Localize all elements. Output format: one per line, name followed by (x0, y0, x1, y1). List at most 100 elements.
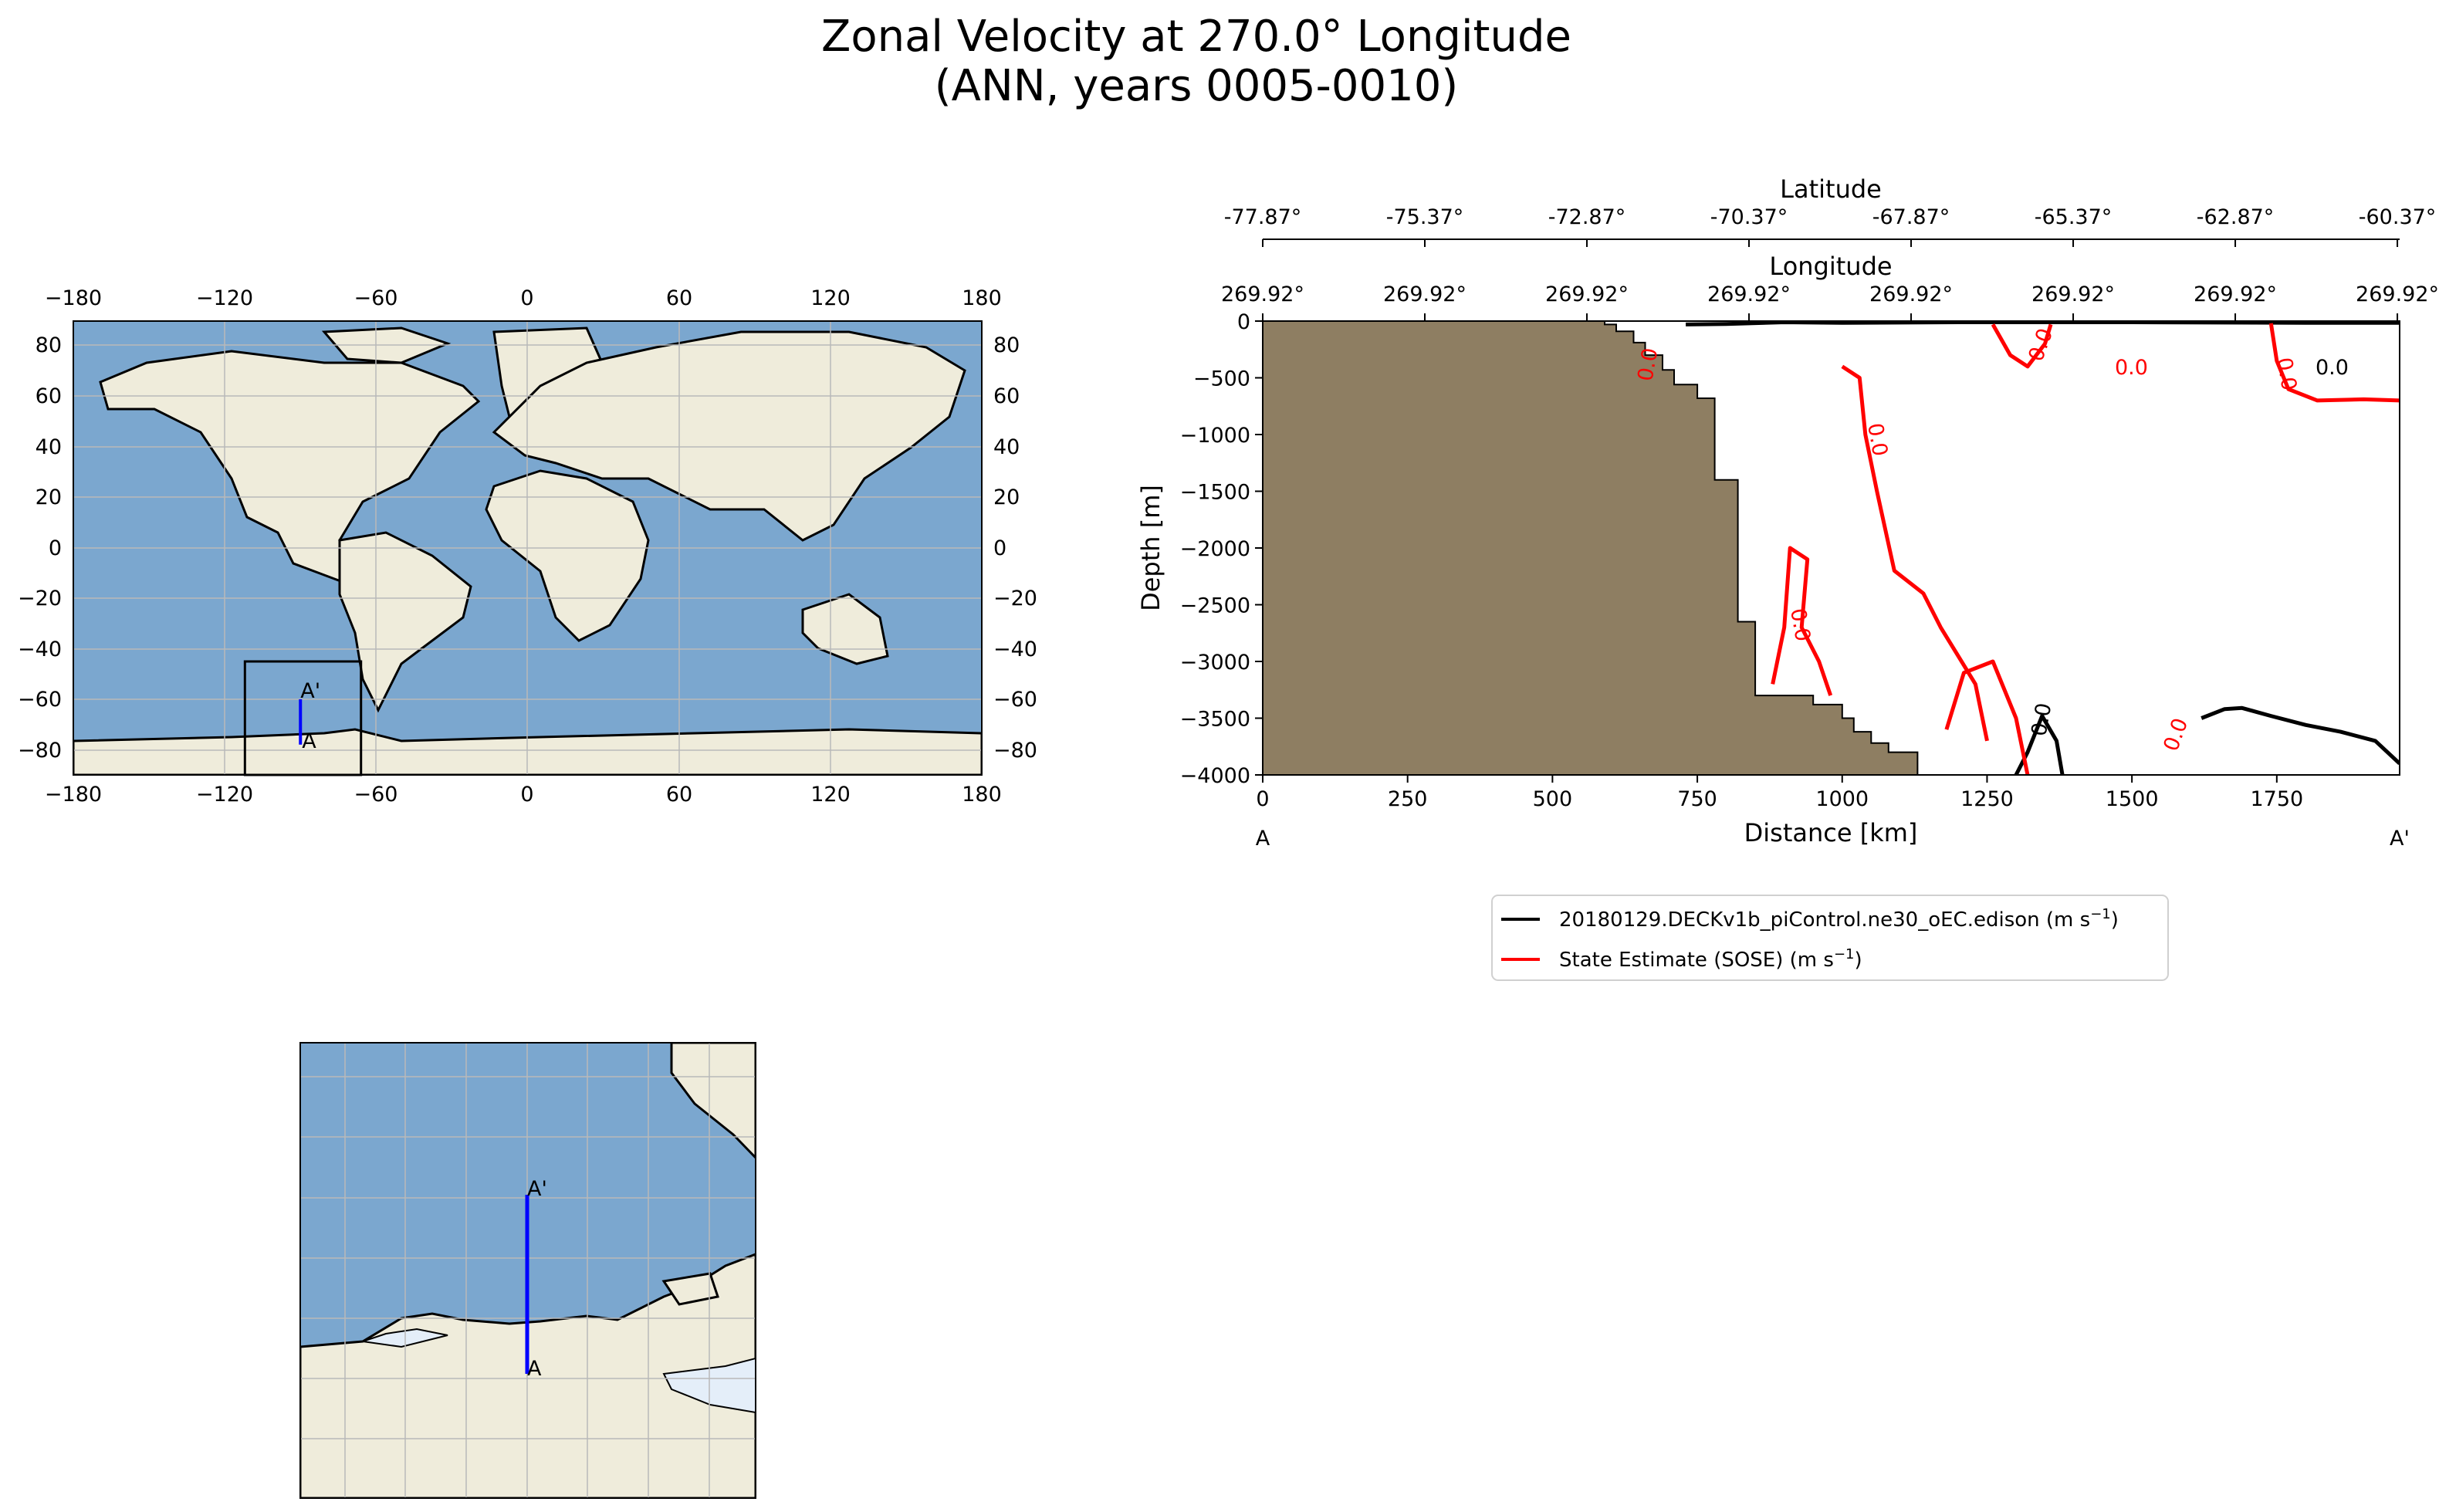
lon-tick: 0 (520, 783, 533, 807)
x-tick-label: 1750 (2250, 787, 2303, 811)
lat-tick: −60 (18, 688, 62, 712)
y-tick-label: −3000 (1180, 651, 1250, 675)
figure-title-line1: Zonal Velocity at 270.0° Longitude (821, 12, 1571, 62)
latitude-tick-label: -62.87° (2197, 205, 2275, 229)
y-tick-label: −2000 (1180, 537, 1250, 561)
lat-tick: 0 (993, 536, 1006, 560)
lat-tick: 20 (993, 485, 1020, 509)
latitude-tick-label: -77.87° (1224, 205, 1302, 229)
lat-tick: 80 (993, 333, 1020, 357)
zoom-region-box (243, 660, 363, 776)
lon-tick: 180 (962, 783, 1002, 807)
lat-tick: 60 (36, 384, 62, 408)
section-y-ticks: 0 −500 −1000 −1500 −2000 −2500 −3000 −3500 −4000 (1180, 310, 1263, 788)
legend-label-model-text: 20180129.DECKv1b_piControl.ne30_oEC.edis… (1559, 908, 2090, 932)
y-tick-label: −1500 (1180, 481, 1250, 505)
lon-tick: 120 (810, 783, 851, 807)
longitude-tick-label: 269.92° (2031, 282, 2115, 306)
x-tick-label: 500 (1533, 787, 1573, 811)
global-map-frame (73, 320, 983, 776)
y-tick-label: −4000 (1180, 764, 1250, 788)
lon-tick: 120 (810, 286, 851, 310)
contour-series-6 (1944, 659, 2030, 775)
lat-tick: 40 (36, 435, 62, 459)
latitude-tick-label: -60.37° (2359, 205, 2437, 229)
contour-series-3 (2268, 323, 2400, 403)
latitude-tick-label: -70.37° (1710, 205, 1788, 229)
lat-tick: −80 (18, 739, 62, 763)
section-longitude-ticks: 269.92° 269.92° 269.92° 269.92° 269.92° 269.9… (1221, 282, 2439, 321)
lon-tick: −180 (45, 286, 102, 310)
contour-series-7 (1991, 323, 2053, 369)
longitude-tick-label: 269.92° (1383, 282, 1466, 306)
section-latitude-ticks: -77.87° -75.37° -72.87° -70.37° -67.87° -65.3… (1224, 205, 2437, 247)
contour-label: 0.0 (2115, 356, 2148, 380)
lat-tick: −40 (993, 638, 1037, 661)
figure-title-line2: (ANN, years 0005-0010) (935, 61, 1459, 111)
global-map-end-label: A' (300, 679, 320, 703)
global-map-lat-ticks-left: 80 60 40 20 0 −20 −40 −60 −80 (18, 333, 62, 763)
lat-tick: 0 (49, 536, 62, 560)
lon-tick: −120 (196, 286, 253, 310)
zoom-map-end-label: A' (527, 1177, 547, 1201)
lon-tick: −120 (196, 783, 253, 807)
global-map-lon-ticks-top: −180 −120 −60 0 60 120 180 (45, 286, 1002, 310)
zoom-map: A A' (299, 1042, 756, 1499)
legend-box (1491, 895, 2169, 981)
y-tick-label: −2500 (1180, 594, 1250, 618)
y-tick-label: 0 (1237, 310, 1250, 334)
zoom-map-frame (299, 1042, 756, 1499)
x-tick-label: 250 (1388, 787, 1428, 811)
global-map-start-label: A (302, 729, 316, 753)
legend-label-model-sup: −1 (2090, 906, 2111, 922)
lat-tick: 60 (993, 384, 1020, 408)
zoom-map-start-label: A (527, 1357, 542, 1381)
lat-tick: −60 (993, 688, 1037, 712)
longitude-axis-label: Longitude (1769, 252, 1892, 281)
lon-tick: 60 (666, 286, 692, 310)
legend-label-model: 20180129.DECKv1b_piControl.ne30_oEC.edis… (1559, 906, 2119, 932)
latitude-tick-label: -67.87° (1872, 205, 1950, 229)
latitude-tick-label: -72.87° (1548, 205, 1626, 229)
lat-tick: 80 (36, 333, 62, 357)
lon-tick: 0 (520, 286, 533, 310)
section-x-label: Distance [km] (1744, 818, 1918, 847)
x-tick-label: 0 (1256, 787, 1269, 811)
global-map: A A' −180 −120 −60 0 60 120 180 −180 −12… (18, 286, 1037, 807)
longitude-tick-label: 269.92° (1545, 282, 1629, 306)
latitude-tick-label: -65.37° (2035, 205, 2113, 229)
lon-tick: −60 (354, 783, 398, 807)
x-tick-label: 1000 (1815, 787, 1869, 811)
longitude-tick-label: 269.92° (1869, 282, 1953, 306)
contour-series-2 (1686, 321, 2400, 326)
lon-tick: −60 (354, 286, 398, 310)
contour-labels: 0.0 0.0 0.0 0.0 0.0 0.0 0.0 0.0 0.0 (1633, 325, 2349, 754)
legend-label-obs: State Estimate (SOSE) (m s−1) (1559, 946, 1862, 972)
x-tick-label: 1500 (2106, 787, 2159, 811)
contour-label: 0.0 (1862, 421, 1892, 458)
section-start-label: A (1256, 827, 1270, 851)
contour-label: 0.0 (1785, 607, 1815, 644)
section-plot: 0.0 0.0 0.0 0.0 0.0 0.0 0.0 0.0 0.0 0 250… (1136, 174, 2439, 851)
x-tick-label: 1250 (1960, 787, 2014, 811)
global-map-lat-ticks-right: 80 60 40 20 0 −20 −40 −60 −80 (993, 333, 1037, 763)
seafloor-topography (1263, 321, 1919, 775)
lat-tick: 20 (36, 485, 62, 509)
contour-lines (1686, 321, 2400, 775)
lat-tick: −80 (993, 739, 1037, 763)
y-tick-label: −1000 (1180, 424, 1250, 448)
longitude-tick-label: 269.92° (2194, 282, 2277, 306)
legend-label-obs-text: State Estimate (SOSE) (m s (1559, 949, 1834, 972)
lon-tick: 60 (666, 783, 692, 807)
lon-tick: 180 (962, 286, 1002, 310)
lat-tick: −20 (993, 587, 1037, 611)
lon-tick: −180 (45, 783, 102, 807)
latitude-axis-label: Latitude (1780, 174, 1882, 204)
zoom-peninsula-islands (661, 1272, 719, 1306)
contour-label: 0.0 (2027, 702, 2056, 739)
longitude-tick-label: 269.92° (2356, 282, 2439, 306)
legend-label-obs-suffix: ) (1854, 949, 1862, 972)
lat-tick: −20 (18, 587, 62, 611)
lat-tick: 40 (993, 435, 1020, 459)
contour-series-5 (1771, 546, 1833, 696)
